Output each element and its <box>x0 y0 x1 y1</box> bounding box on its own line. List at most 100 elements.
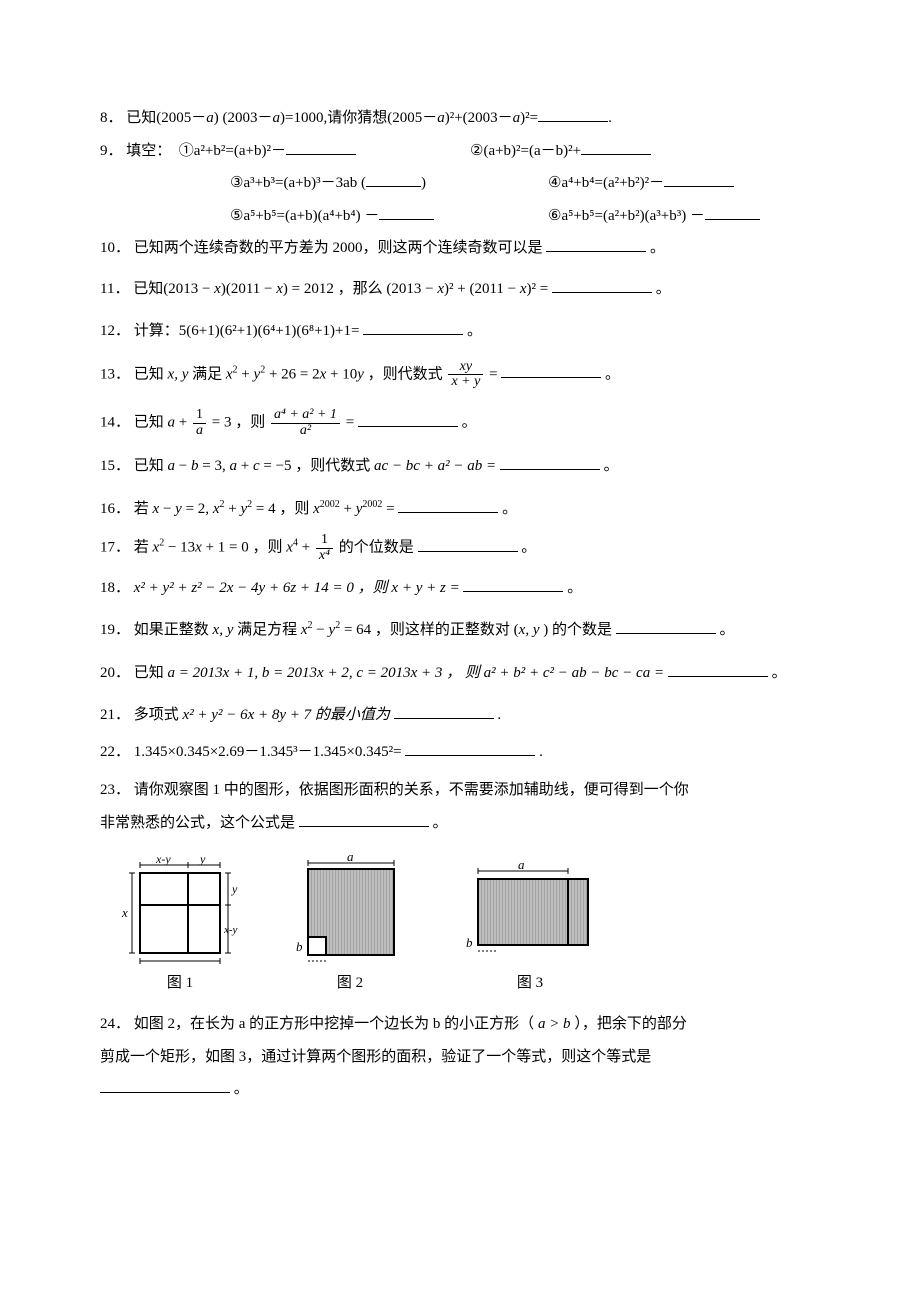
q13-d: + 26 = 2 <box>269 366 320 382</box>
fig2-cap: 图 2 <box>290 971 410 992</box>
q22-tail: . <box>539 744 543 760</box>
q8-d: )²+(2003－ <box>445 110 513 126</box>
q13-a: 已知 <box>134 366 168 382</box>
q9-2R-blank <box>664 171 734 187</box>
q16-e: = 4 ，则 <box>256 501 313 517</box>
q18-tail: 。 <box>567 580 582 596</box>
q19-a: 如果正整数 <box>134 622 213 638</box>
q9-2L-a: ③a³+b³=(a+b)³－3ab ( <box>230 175 366 191</box>
q17-a: 若 <box>134 540 153 556</box>
q9-1L-blank <box>286 139 356 155</box>
q19-d: = 64 ，则这样的正整数对 ( <box>344 622 519 638</box>
fig1-cap: 图 1 <box>120 971 240 992</box>
q12-num: 12． <box>100 323 130 339</box>
q16-blank <box>398 497 498 513</box>
q11-b: )(2011 − <box>221 281 276 297</box>
q14-blank <box>358 411 458 427</box>
q22-expr: 1.345×0.345×2.69－1.345³－1.345×0.345²= <box>134 744 402 760</box>
q13: 13． 已知 x, y 满足 x2 + y2 + 26 = 2x + 10y ，… <box>100 360 820 390</box>
q8-blank <box>538 106 608 122</box>
q23-tail: 。 <box>433 815 448 831</box>
q12-a: 计算：5(6+1)(6²+1)(6⁴+1)(6⁸+1)+1= <box>134 323 360 339</box>
q9-3L: ⑤a⁵+b⁵=(a+b)(a⁴+b⁴) － <box>230 208 379 224</box>
fig3-svg: a b <box>460 855 600 965</box>
q24-l1b: a > b <box>538 1016 571 1032</box>
q21: 21． 多项式 x² + y² − 6x + 8y + 7 的最小值为 . <box>100 701 820 730</box>
page: 8． 已知(2005－a) (2003－a)=1000,请你猜想(2005－a)… <box>0 0 920 1168</box>
q19-e: ) 的个数是 <box>543 622 612 638</box>
q15-d: + <box>241 458 253 474</box>
q19-b: 满足方程 <box>237 622 301 638</box>
fig3-b: b <box>466 935 473 950</box>
q11-a: 已知(2013 − <box>133 281 214 297</box>
q22-num: 22． <box>100 744 130 760</box>
fig3-a: a <box>518 857 525 872</box>
q15-c: = 3, <box>202 458 229 474</box>
q24-tail: 。 <box>234 1081 249 1097</box>
q9-row1: 9． 填空： ①a²+b²=(a+b)²－ ②(a+b)²=(a－b)²+ <box>100 137 820 166</box>
q9-1R: ②(a+b)²=(a－b)²+ <box>470 143 581 159</box>
q17-b: − 13 <box>168 540 195 556</box>
q15-tail: 。 <box>604 458 619 474</box>
q14: 14． 已知 a + 1 a = 3 ，则 a⁴ + a² + 1 a² = 。 <box>100 408 820 438</box>
q14-tail: 。 <box>462 415 477 431</box>
fig3: a b 图 3 <box>460 855 600 992</box>
fig1-x-bottom: x <box>175 961 182 965</box>
q13-frac-den: x + y <box>448 375 483 390</box>
q23: 23． 请你观察图 1 中的图形，依据图形面积的关系，不需要添加辅助线，便可得到… <box>100 776 820 805</box>
q14-frac2: a⁴ + a² + 1 a² <box>271 408 340 438</box>
q8-b: ) (2003－ <box>214 110 273 126</box>
q13-frac: xy x + y <box>448 360 483 390</box>
q11-e: )² = <box>527 281 549 297</box>
q22: 22． 1.345×0.345×2.69－1.345³－1.345×0.345²… <box>100 738 820 767</box>
q13-e: + 10 <box>330 366 357 382</box>
q15-b: − <box>179 458 191 474</box>
q13-f: ，则代数式 <box>368 366 447 382</box>
q24-l1c: ），把余下的部分 <box>574 1016 687 1032</box>
q17-blank <box>418 536 518 552</box>
q24-num: 24． <box>100 1016 130 1032</box>
q17-c: + 1 = 0 ，则 <box>206 540 287 556</box>
q14-f1d: a <box>193 424 206 439</box>
q20: 20． 已知 a = 2013x + 1, b = 2013x + 2, c =… <box>100 659 820 688</box>
q13-frac-num: xy <box>448 360 483 376</box>
q17-tail: 。 <box>521 540 536 556</box>
q20-a: 已知 <box>134 665 168 681</box>
q17: 17． 若 x2 − 13x + 1 = 0 ，则 x4 + 1 x⁴ 的个位数… <box>100 533 820 563</box>
fig1-svg: x-y y y x-y x x <box>120 855 240 965</box>
q16-c: = 2, <box>186 501 213 517</box>
q23-blank <box>299 811 429 827</box>
q13-b: 满足 <box>192 366 226 382</box>
q10-tail: 。 <box>650 240 665 256</box>
fig1: x-y y y x-y x x 图 1 <box>120 855 240 992</box>
q16-f: + <box>344 501 356 517</box>
q15-expr: ac − bc + a² − ab = <box>374 458 496 474</box>
fig2: a b 图 2 <box>290 855 410 992</box>
q10-text: 已知两个连续奇数的平方差为 2000，则这两个连续奇数可以是 <box>134 240 543 256</box>
q10-num: 10． <box>100 240 130 256</box>
q18-num: 18． <box>100 580 130 596</box>
q9-2L-b: ) <box>421 175 426 191</box>
fig1-xy-top: x-y <box>155 855 171 866</box>
q19-c: − <box>316 622 328 638</box>
q17-num: 17． <box>100 540 130 556</box>
q19-blank <box>616 618 716 634</box>
q16-num: 16． <box>100 501 130 517</box>
q10: 10． 已知两个连续奇数的平方差为 2000，则这两个连续奇数可以是 。 <box>100 234 820 263</box>
q11-tail: 。 <box>656 281 671 297</box>
q21-tail: . <box>497 707 501 723</box>
q13-num: 13． <box>100 366 130 382</box>
fig1-y-top: y <box>199 855 206 866</box>
q20-num: 20． <box>100 665 130 681</box>
q12-blank <box>363 319 463 335</box>
q23-l2: 非常熟悉的公式，这个公式是 <box>100 815 295 831</box>
fig3-cap: 图 3 <box>460 971 600 992</box>
fig1-xy-right: x-y <box>223 924 238 936</box>
q12-tail: 。 <box>467 323 482 339</box>
q13-blank <box>501 362 601 378</box>
q15-e: = −5 ，则代数式 <box>263 458 374 474</box>
q9-2R: ④a⁴+b⁴=(a²+b²)²－ <box>548 175 664 191</box>
fig2-b: b <box>296 939 303 954</box>
q15-blank <box>500 454 600 470</box>
q8-c: )=1000,请你猜想(2005－ <box>280 110 437 126</box>
